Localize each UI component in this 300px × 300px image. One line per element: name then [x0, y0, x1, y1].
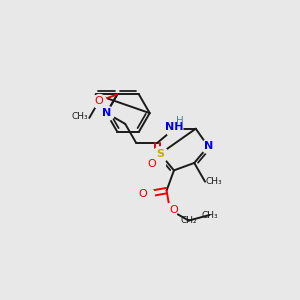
Text: N: N — [102, 108, 111, 118]
Text: CH₂: CH₂ — [180, 216, 197, 225]
Text: O: O — [170, 205, 178, 215]
Text: N: N — [203, 141, 213, 152]
Text: H: H — [176, 116, 183, 126]
Text: NH: NH — [165, 122, 183, 132]
Text: S: S — [156, 149, 164, 159]
Text: O: O — [139, 189, 148, 199]
Text: O: O — [95, 96, 103, 106]
Text: CH₃: CH₃ — [201, 211, 218, 220]
Text: CH₃: CH₃ — [206, 177, 223, 186]
Text: O: O — [148, 159, 157, 169]
Text: CH₃: CH₃ — [71, 112, 88, 121]
